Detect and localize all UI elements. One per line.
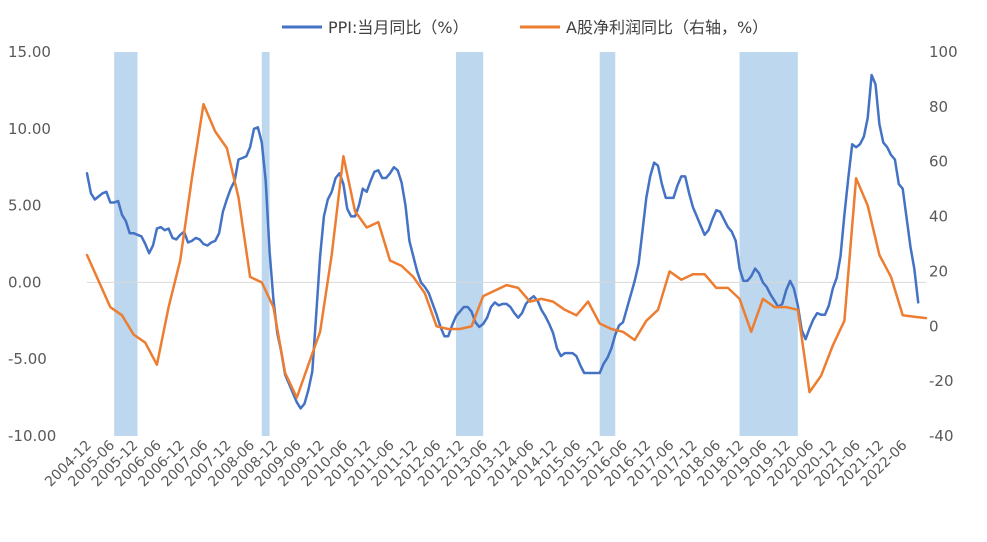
left-y-tick-label: 5.00 — [8, 197, 41, 215]
shaded-period-3 — [456, 52, 484, 436]
left-y-tick-label: 15.00 — [8, 43, 51, 61]
shaded-period-1 — [114, 52, 138, 436]
left-y-axis: 15.00 10.00 5.00 0.00 -5.00 -10.00 — [8, 43, 56, 445]
right-y-tick-label: 80 — [929, 98, 948, 116]
shaded-periods — [114, 52, 798, 436]
right-y-tick-label: 0 — [929, 317, 939, 335]
right-y-tick-label: 60 — [929, 153, 948, 171]
left-y-tick-label: -10.00 — [8, 427, 56, 445]
right-y-tick-label: 100 — [929, 43, 958, 61]
right-y-axis: 100 80 60 40 20 0 -20 -40 — [929, 43, 958, 445]
shaded-period-2 — [261, 52, 270, 436]
shaded-period-5 — [739, 52, 798, 436]
series-lines — [85, 73, 928, 410]
x-axis: 2004-122005-062005-122006-062006-122007-… — [42, 437, 910, 490]
legend-ppi-label: PPI:当月同比（%） — [328, 18, 469, 37]
right-y-tick-label: 20 — [929, 262, 948, 280]
left-y-tick-label: -5.00 — [8, 350, 47, 368]
legend: PPI:当月同比（%） A股净利润同比（右轴，%） — [282, 18, 768, 37]
right-y-tick-label: -20 — [929, 372, 954, 390]
right-y-tick-label: 40 — [929, 208, 948, 226]
left-y-tick-label: 0.00 — [8, 273, 41, 291]
shaded-period-4 — [599, 52, 616, 436]
legend-profit-label: A股净利润同比（右轴，%） — [566, 18, 768, 37]
profit-series-line — [85, 102, 928, 399]
left-y-tick-label: 10.00 — [8, 120, 51, 138]
right-y-tick-label: -40 — [929, 427, 954, 445]
